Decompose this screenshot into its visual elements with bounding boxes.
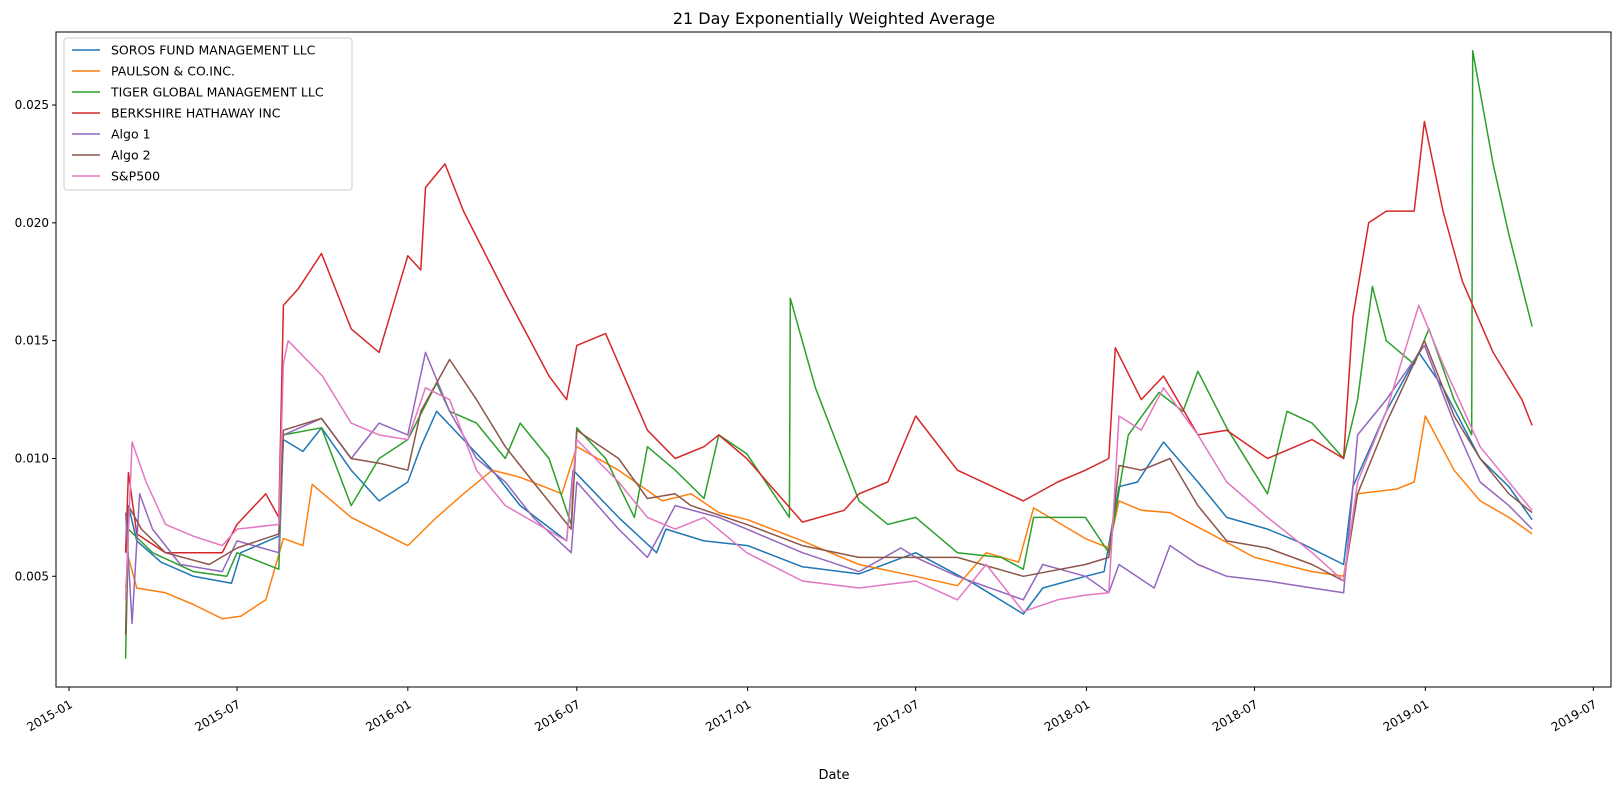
y-axis: 0.005 0.010 0.015 0.020 0.025: [15, 98, 56, 583]
series-line-3: [124, 50, 1533, 659]
x-tick-label: 2017-07: [871, 697, 921, 734]
legend-label: Algo 2: [111, 148, 151, 163]
y-tick-label: 0.020: [15, 216, 49, 230]
series-line-1: [124, 351, 1533, 615]
series-line-7: [124, 304, 1533, 613]
series-line-5: [124, 344, 1533, 625]
series-line-4: [124, 120, 1533, 554]
x-tick-label: 2016-07: [532, 697, 582, 734]
y-tick-label: 0.010: [15, 451, 49, 465]
y-tick-label: 0.025: [15, 98, 49, 112]
x-tick-label: 2016-01: [363, 697, 413, 734]
legend: SOROS FUND MANAGEMENT LLC PAULSON & CO.IN…: [63, 37, 353, 191]
chart-title: 21 Day Exponentially Weighted Average: [673, 9, 995, 28]
axes-frame: [55, 31, 1612, 688]
series-lines: [124, 50, 1533, 659]
legend-frame: [63, 37, 353, 191]
series-line-2: [124, 415, 1533, 620]
x-tick-label: 2018-01: [1042, 697, 1092, 734]
legend-label: Algo 1: [111, 127, 151, 142]
y-tick-label: 0.015: [15, 334, 49, 348]
legend-label: SOROS FUND MANAGEMENT LLC: [111, 43, 316, 58]
legend-label: BERKSHIRE HATHAWAY INC: [111, 106, 281, 121]
x-axis: 2015-01 2015-07 2016-01 2016-07 2017-01 2017-…: [24, 687, 1599, 734]
legend-label: TIGER GLOBAL MANAGEMENT LLC: [110, 85, 324, 100]
series-line-6: [124, 339, 1533, 636]
y-tick-label: 0.005: [15, 569, 49, 583]
x-axis-label: Date: [818, 768, 849, 783]
x-tick-label: 2015-01: [24, 697, 74, 734]
legend-label: PAULSON & CO.INC.: [111, 64, 235, 79]
x-tick-label: 2018-07: [1210, 697, 1260, 734]
x-tick-label: 2019-01: [1381, 697, 1431, 734]
x-tick-label: 2019-07: [1549, 697, 1599, 734]
x-tick-label: 2017-01: [703, 697, 753, 734]
x-tick-label: 2015-07: [193, 697, 243, 734]
legend-label: S&P500: [111, 169, 160, 184]
